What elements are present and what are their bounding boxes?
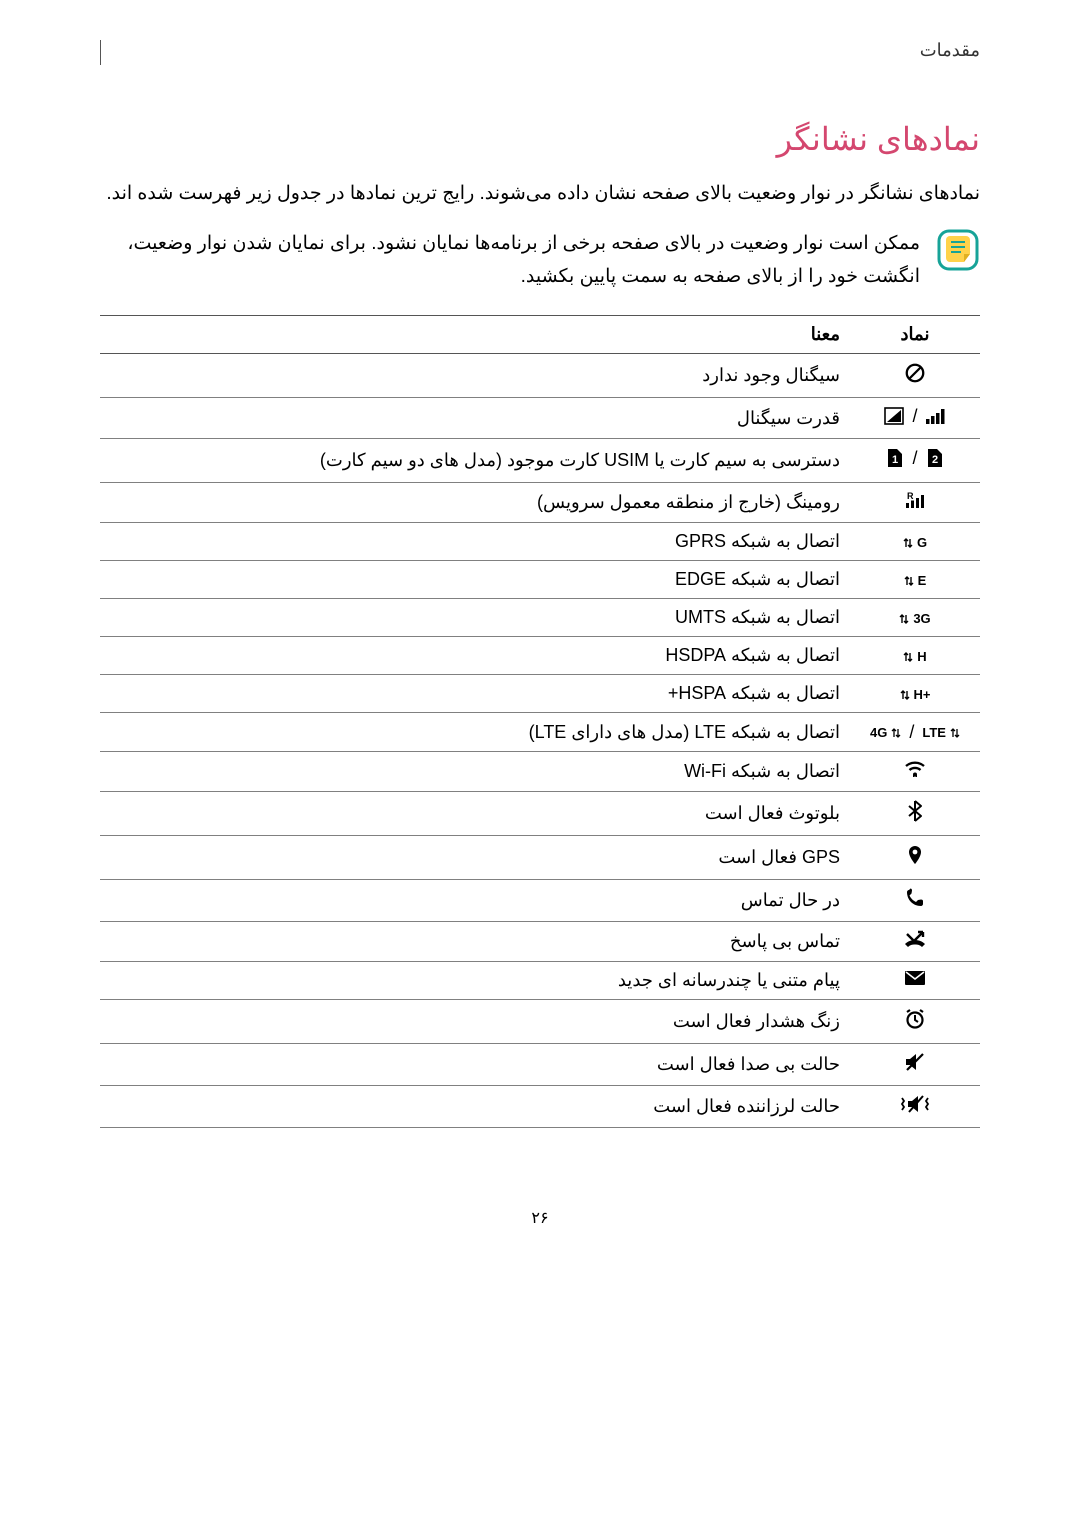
meaning-text: اتصال به شبکه HSDPA xyxy=(100,637,850,675)
intro-text: نمادهای نشانگر در نوار وضعیت بالای صفحه … xyxy=(100,178,980,210)
meaning-text: اتصال به شبکه LTE (مدل های دارای LTE) xyxy=(100,713,850,752)
vibrate-icon xyxy=(850,1086,980,1128)
note-text: ممکن است نوار وضعیت در بالای صفحه برخی ا… xyxy=(100,228,920,293)
table-row: Hاتصال به شبکه HSDPA xyxy=(100,637,980,675)
page-number: ۲۶ xyxy=(100,1208,980,1228)
sim-icon: 1 / 2 xyxy=(850,439,980,483)
call-icon xyxy=(850,880,980,922)
note-block: ممکن است نوار وضعیت در بالای صفحه برخی ا… xyxy=(100,228,980,293)
mute-icon xyxy=(850,1044,980,1086)
table-row: H+اتصال به شبکه HSPA+ xyxy=(100,675,980,713)
table-row: حالت بی صدا فعال است xyxy=(100,1044,980,1086)
head-icon: نماد xyxy=(850,315,980,353)
table-row: Gاتصال به شبکه GPRS xyxy=(100,523,980,561)
table-row: در حال تماس xyxy=(100,880,980,922)
svg-text:R: R xyxy=(907,491,914,501)
meaning-text: اتصال به شبکه GPRS xyxy=(100,523,850,561)
meaning-text: رومینگ (خارج از منطقه معمول سرویس) xyxy=(100,483,850,523)
meaning-text: اتصال به شبکه EDGE xyxy=(100,561,850,599)
table-row: Eاتصال به شبکه EDGE xyxy=(100,561,980,599)
table-row: حالت لرزاننده فعال است xyxy=(100,1086,980,1128)
hsdpa-icon: H xyxy=(850,637,980,675)
table-row: GPS فعال است xyxy=(100,836,980,880)
meaning-text: حالت بی صدا فعال است xyxy=(100,1044,850,1086)
bluetooth-icon xyxy=(850,792,980,836)
meaning-text: دسترسی به سیم کارت یا USIM کارت موجود (م… xyxy=(100,439,850,483)
meaning-text: پیام متنی یا چندرسانه ای جدید xyxy=(100,962,850,1000)
meaning-text: بلوتوث فعال است xyxy=(100,792,850,836)
meaning-text: اتصال به شبکه Wi-Fi xyxy=(100,752,850,792)
meaning-text: اتصال به شبکه UMTS xyxy=(100,599,850,637)
meaning-text: تماس بی پاسخ xyxy=(100,922,850,962)
note-icon xyxy=(936,228,980,272)
table-row: پیام متنی یا چندرسانه ای جدید xyxy=(100,962,980,1000)
table-row: سیگنال وجود ندارد xyxy=(100,353,980,397)
meaning-text: حالت لرزاننده فعال است xyxy=(100,1086,850,1128)
table-row: اتصال به شبکه Wi-Fi xyxy=(100,752,980,792)
meaning-text: در حال تماس xyxy=(100,880,850,922)
svg-text:1: 1 xyxy=(892,454,898,466)
meaning-text: GPS فعال است xyxy=(100,836,850,880)
table-row: R رومینگ (خارج از منطقه معمول سرویس) xyxy=(100,483,980,523)
table-row: 4G / LTE اتصال به شبکه LTE (مدل های دارا… xyxy=(100,713,980,752)
alarm-icon xyxy=(850,1000,980,1044)
meaning-text: زنگ هشدار فعال است xyxy=(100,1000,850,1044)
no-signal-icon xyxy=(850,353,980,397)
table-row: 3Gاتصال به شبکه UMTS xyxy=(100,599,980,637)
umts-icon: 3G xyxy=(850,599,980,637)
gps-icon xyxy=(850,836,980,880)
meaning-text: اتصال به شبکه HSPA+ xyxy=(100,675,850,713)
icon-table: نماد معنا سیگنال وجود ندارد / قدرت سیگنا… xyxy=(100,315,980,1129)
head-meaning: معنا xyxy=(100,315,850,353)
wifi-icon xyxy=(850,752,980,792)
table-row: بلوتوث فعال است xyxy=(100,792,980,836)
meaning-text: سیگنال وجود ندارد xyxy=(100,353,850,397)
roaming-icon: R xyxy=(850,483,980,523)
table-row: 1 / 2 دسترسی به سیم کارت یا USIM کارت مو… xyxy=(100,439,980,483)
gprs-icon: G xyxy=(850,523,980,561)
page-title: نمادهای نشانگر xyxy=(100,120,980,158)
edge-icon: E xyxy=(850,561,980,599)
svg-text:2: 2 xyxy=(931,454,937,466)
table-row: تماس بی پاسخ xyxy=(100,922,980,962)
table-row: زنگ هشدار فعال است xyxy=(100,1000,980,1044)
lte-icon: 4G / LTE xyxy=(850,713,980,752)
hspa+-icon: H+ xyxy=(850,675,980,713)
missed-icon xyxy=(850,922,980,962)
signal-icon: / xyxy=(850,397,980,439)
table-row: / قدرت سیگنال xyxy=(100,397,980,439)
breadcrumb: مقدمات xyxy=(100,40,980,65)
meaning-text: قدرت سیگنال xyxy=(100,397,850,439)
message-icon xyxy=(850,962,980,1000)
